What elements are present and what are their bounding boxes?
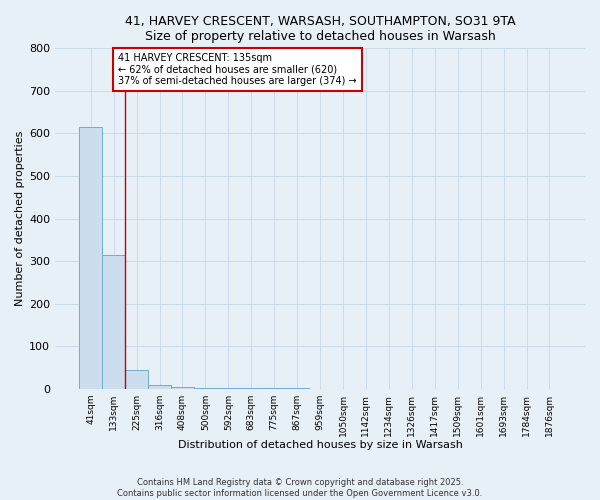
X-axis label: Distribution of detached houses by size in Warsash: Distribution of detached houses by size …	[178, 440, 463, 450]
Bar	[217, 388, 240, 389]
Bar	[102, 255, 125, 389]
Text: Contains HM Land Registry data © Crown copyright and database right 2025.
Contai: Contains HM Land Registry data © Crown c…	[118, 478, 482, 498]
Bar	[194, 388, 217, 389]
Bar	[79, 127, 102, 389]
Text: 41 HARVEY CRESCENT: 135sqm
← 62% of detached houses are smaller (620)
37% of sem: 41 HARVEY CRESCENT: 135sqm ← 62% of deta…	[118, 52, 357, 86]
Bar	[148, 384, 171, 389]
Bar	[125, 370, 148, 389]
Y-axis label: Number of detached properties: Number of detached properties	[15, 131, 25, 306]
Bar	[171, 386, 194, 389]
Title: 41, HARVEY CRESCENT, WARSASH, SOUTHAMPTON, SO31 9TA
Size of property relative to: 41, HARVEY CRESCENT, WARSASH, SOUTHAMPTO…	[125, 15, 515, 43]
